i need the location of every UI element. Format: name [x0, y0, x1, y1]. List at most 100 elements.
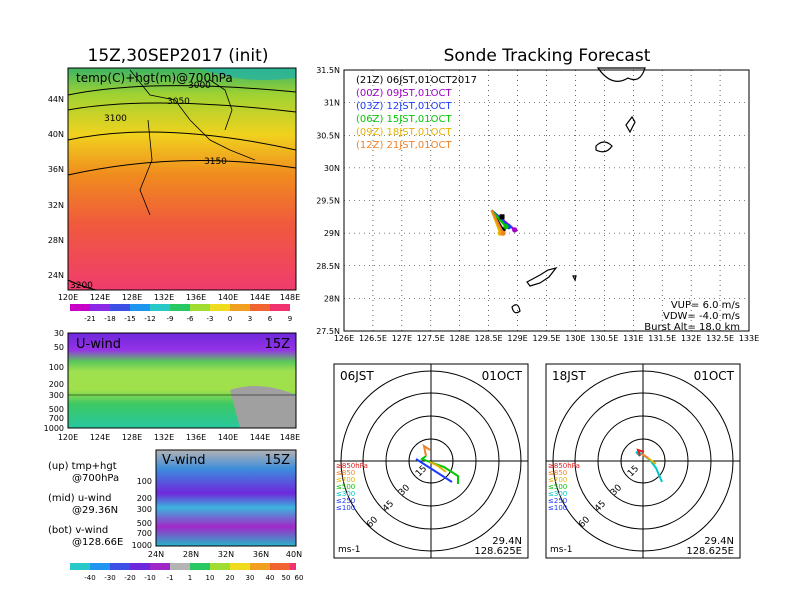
x-tick: 126E: [334, 334, 354, 343]
colorbar-tick: -15: [124, 315, 135, 323]
y-tick: 30: [54, 329, 64, 338]
y-tick: 28N: [324, 294, 340, 303]
contour-label-3050: 3050: [167, 97, 190, 107]
descent-rate: VDW= -4.0 m/s: [663, 311, 740, 322]
y-tick: 500: [49, 405, 64, 414]
y-tick: 30.5N: [316, 131, 340, 140]
y-tick: 300: [49, 391, 64, 400]
hodo-legend-entry: ≤250: [336, 497, 355, 505]
hodo-lon: 128.625E: [686, 546, 734, 557]
hodo-legend-entry: ≤700: [548, 476, 567, 484]
contour-line: [67, 279, 97, 291]
hodograph-1800: 18JST 01OCT 15 30 45 60 ms-1 29.4N 128.6…: [545, 363, 741, 559]
colorbar-tick: -40: [84, 574, 95, 582]
colorbar-tick: -1: [167, 574, 174, 582]
ring-label: 45: [381, 499, 396, 514]
hodo-trace: [429, 461, 447, 473]
island: [526, 266, 558, 287]
map-frame: [67, 67, 297, 291]
x-tick: 32N: [218, 550, 234, 559]
colorbar-tick: -18: [104, 315, 115, 323]
x-tick: 128E: [450, 334, 470, 343]
contour-label-3150: 3150: [204, 157, 227, 167]
x-tick: 130.5E: [590, 334, 618, 343]
uwind-panel: U-wind 15Z 30 50 100 200 300 500 700 100…: [44, 329, 301, 442]
x-tick: 140E: [218, 293, 238, 302]
track-series-line: [490, 209, 505, 234]
hodo-unit: ms-1: [550, 545, 572, 555]
cold-region: [200, 68, 296, 81]
colorbar-tick: -3: [207, 315, 214, 323]
y-tick: 200: [137, 494, 152, 503]
track-landing-point: [503, 224, 509, 230]
islands: [511, 67, 646, 314]
y-tick: 100: [137, 477, 152, 486]
legend-entry: (12Z) 21JST,01OCT: [356, 140, 452, 151]
colorbar-tick: -9: [167, 315, 174, 323]
y-tick: 31N: [324, 99, 340, 108]
burst-altitude: Burst Alt= 18.0 km: [644, 322, 740, 333]
x-tick: 36N: [253, 550, 269, 559]
vwind-frame: [155, 449, 297, 547]
legend-entry: (03Z) 12JST,01OCT: [356, 101, 452, 112]
x-tick: 131.5E: [648, 334, 676, 343]
top-map-y-ticks: 44N 40N 36N 32N 28N 24N: [48, 95, 64, 280]
x-tick: 128E: [122, 293, 142, 302]
terrain-mask: [230, 386, 296, 428]
note-mid: (mid) u-wind: [48, 493, 111, 504]
colorbar-tick: 10: [206, 574, 215, 582]
contour-label-3100: 3100: [104, 114, 127, 124]
track-landing-point: [500, 230, 506, 236]
colorbar-tick: 30: [246, 574, 255, 582]
x-tick: 131E: [623, 334, 643, 343]
y-tick: 31.5N: [316, 66, 340, 75]
x-tick: 130E: [565, 334, 585, 343]
hodo-legend-entry: ≤700: [336, 476, 355, 484]
hodo-trace: [641, 453, 649, 459]
island: [625, 115, 636, 134]
y-tick: 28N: [48, 236, 64, 245]
x-tick: 129E: [507, 334, 527, 343]
note-up-sub: @700hPa: [72, 473, 119, 484]
x-tick: 124E: [90, 293, 110, 302]
hodo-legend-entry: ≤500: [336, 483, 355, 491]
y-tick: 200: [49, 380, 64, 389]
x-tick: 120E: [58, 433, 78, 442]
hodo-trace: [422, 443, 431, 457]
x-tick: 140E: [218, 433, 238, 442]
hodo-date: 01OCT: [482, 369, 523, 383]
main-title: Sonde Tracking Forecast: [444, 46, 651, 66]
uwind-time: 15Z: [265, 337, 291, 352]
x-tick: 144E: [250, 433, 270, 442]
track-y-ticks: 31.5N 31N 30.5N 30N 29.5N 29N 28.5N 28N 27.5N: [316, 66, 340, 336]
note-up: (up) tmp+hgt: [48, 461, 117, 472]
hodo-legend-entry: ≤850: [336, 469, 355, 477]
note-bot: (bot) v-wind: [48, 525, 108, 536]
colorbar-tick: -20: [124, 574, 135, 582]
hodo-legend-entry: ≤850: [548, 469, 567, 477]
y-tick: 27.5N: [316, 327, 340, 336]
y-tick: 300: [137, 505, 152, 514]
x-tick: 133E: [739, 334, 759, 343]
y-tick: 29N: [324, 229, 340, 238]
x-tick: 124E: [90, 433, 110, 442]
track-legend: (21Z) 06JST,01OCT2017 (00Z) 09JST,01OCT …: [356, 75, 477, 151]
island: [596, 67, 646, 82]
contour-line: [67, 102, 297, 113]
x-tick: 126.5E: [359, 334, 387, 343]
track-x-ticks: 126E 126.5E 127E 127.5E 128E 128.5E 129E 129.5E…: [334, 334, 759, 343]
hodo-legend-entry: ≤100: [548, 504, 567, 512]
colorbar-tick: 20: [226, 574, 235, 582]
note-bot-sub: @128.66E: [72, 537, 123, 548]
wind-colorbar: -40 -30 -20 -10 -1 1 10 20 30 40 50 60: [70, 563, 303, 582]
y-tick: 700: [49, 414, 64, 423]
colorbar-tick: 6: [268, 315, 273, 323]
x-tick: 132E: [154, 433, 174, 442]
y-tick: 32N: [48, 201, 64, 210]
hodo-legend: ≥850hPa ≤850 ≤700 ≤500 ≤300 ≤250 ≤100: [548, 462, 580, 512]
hodo-time: 18JST: [552, 369, 586, 383]
vwind-label: V-wind: [162, 453, 206, 468]
legend-entry: (09Z) 18JST,01OCT: [356, 127, 452, 138]
ascent-rate: VUP= 6.0 m/s: [671, 300, 740, 311]
hodo-unit: ms-1: [338, 545, 360, 555]
